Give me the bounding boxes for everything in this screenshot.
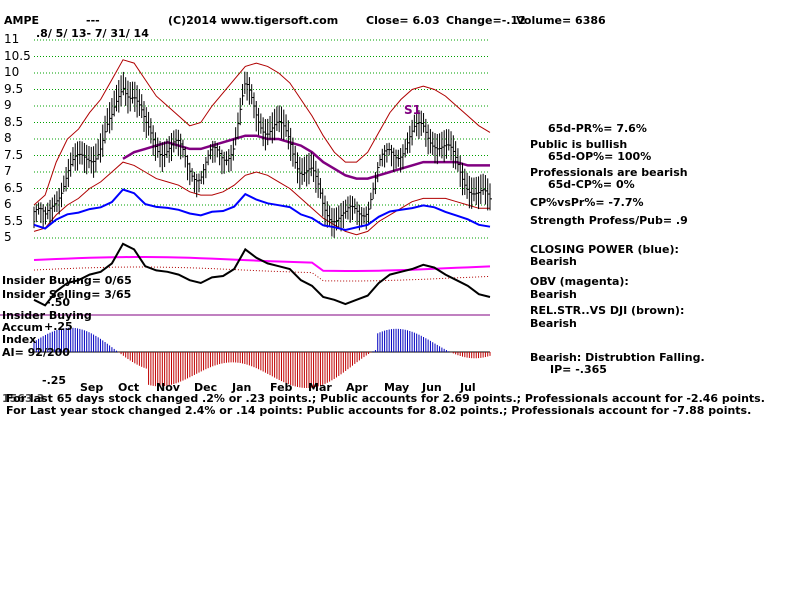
copyright-label: (C)2014 www.tigersoft.com (168, 14, 339, 27)
y-tick-label: 9 (4, 98, 12, 112)
x-tick-label: Jan (232, 381, 252, 394)
relstr-label: REL.STR..VS DJI (brown): (530, 304, 685, 317)
x-tick-label: Jun (422, 381, 442, 394)
closing-power-state: Bearish (530, 255, 577, 268)
insider-buying2-label: Insider Buying (2, 309, 92, 322)
footer-line2: For Last year stock changed 2.4% or .14 … (6, 404, 752, 417)
y-tick-label: 8.5 (4, 114, 24, 129)
pr-label: 65d-PR%= 7.6% (548, 122, 647, 135)
distribution-label: Bearish: Distrubtion Falling. (530, 351, 705, 364)
moving-average-line (122, 134, 490, 180)
cp-vs-pr-label: CP%vsPr%= -7.7% (530, 196, 644, 209)
obv-label: OBV (magenta): (530, 275, 629, 288)
relstr-state: Bearish (530, 317, 577, 330)
x-tick-label: Jul (460, 381, 476, 394)
closing-power-label: CLOSING POWER (blue): (530, 243, 679, 256)
footer-line1-prefix: 1563.3 (2, 392, 45, 405)
y-tick-label: 6 (4, 197, 12, 211)
ticker-label: AMPE (4, 14, 40, 27)
accum-value-label: +.25 (44, 320, 73, 333)
ticker-dashes: --- (86, 14, 100, 27)
y-tick-label: 9.5 (4, 81, 24, 96)
neg-025-label: -.25 (42, 374, 67, 387)
y-tick-label: 11 (4, 32, 20, 46)
insider-selling-label: Insider Selling= 3/65 (2, 288, 132, 301)
ip-label: IP= -.365 (550, 363, 607, 376)
x-tick-label: Oct (118, 381, 140, 394)
accum-label: Accum (2, 321, 43, 334)
ai-label: AI= 92/200 (2, 346, 70, 359)
x-tick-label: Apr (346, 381, 368, 394)
upper-band-line (33, 59, 491, 206)
cp-label: 65d-CP%= 0% (548, 178, 635, 191)
op-label: 65d-OP%= 100% (548, 150, 652, 163)
index-label: Index (2, 333, 37, 346)
insider-buying-label: Insider Buying= 0/65 (2, 274, 132, 287)
ib-value-label: -.50 (46, 296, 71, 309)
x-tick-label: May (384, 381, 410, 394)
y-tick-label: 7.5 (4, 147, 24, 162)
x-tick-label: Sep (80, 381, 104, 394)
signal-label: S1 (404, 103, 421, 117)
obv-state: Bearish (530, 288, 577, 301)
y-tick-label: 7 (4, 164, 12, 178)
y-tick-label: 10 (4, 65, 20, 79)
volume-label: Volume= 6386 (516, 14, 606, 27)
date-range-label: .8/ 5/ 13- 7/ 31/ 14 (36, 27, 149, 40)
obv-ma-line (33, 266, 491, 282)
y-tick-label: 8 (4, 131, 12, 145)
obv-line (33, 256, 491, 272)
x-tick-label: Mar (308, 381, 332, 394)
y-tick-label: 5.5 (4, 213, 24, 228)
y-tick-label: 6.5 (4, 180, 24, 195)
closing-power-line (33, 188, 491, 232)
close-label: Close= 6.03 (366, 14, 440, 27)
relstr-line (33, 242, 491, 307)
x-tick-label: Dec (194, 381, 218, 394)
footer-line1: For last 65 days stock changed .2% or .2… (6, 392, 765, 405)
x-tick-label: Nov (156, 381, 180, 394)
public-label: Public is bullish (530, 138, 628, 151)
change-label: Change=-.12 (446, 14, 526, 27)
y-tick-label: 5 (4, 230, 12, 244)
y-tick-label: 10.5 (4, 48, 31, 63)
x-tick-label: Feb (270, 381, 293, 394)
strength-label: Strength Profess/Pub= .9 (530, 214, 688, 227)
lower-band-line (33, 161, 490, 236)
professionals-label: Professionals are bearish (530, 166, 688, 179)
